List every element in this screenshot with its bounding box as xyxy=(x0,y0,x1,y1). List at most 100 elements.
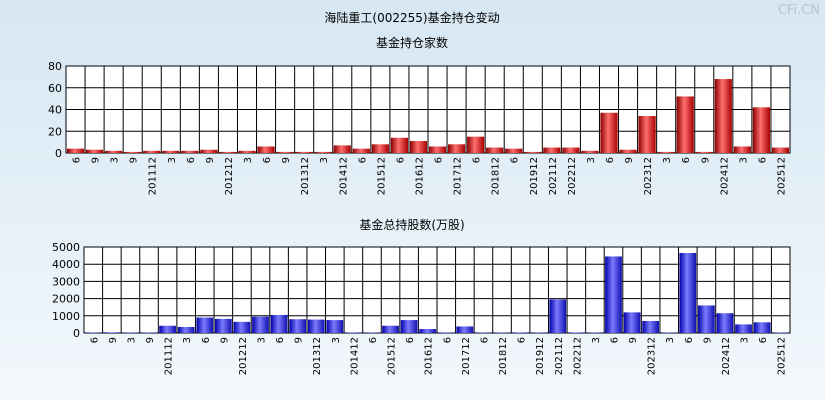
chart1-bar xyxy=(543,147,561,153)
chart2-bar xyxy=(660,332,678,333)
chart2-plot: 0 1000 2000 3000 4000 5000 6 9 3 9 201112 3 6 9 201212… xyxy=(52,241,791,375)
chart2-x-tick-label: 6 xyxy=(442,337,453,343)
chart2-x-tick-label: 6 xyxy=(610,337,621,343)
chart2-x-tick-label: 202212 xyxy=(572,337,583,375)
chart2-bar xyxy=(196,317,214,333)
chart1-x-tick-label: 6 xyxy=(262,157,273,163)
chart1-x-tick-label: 6 xyxy=(472,157,483,163)
chart1-x-tick-label: 6 xyxy=(357,157,368,163)
chart2-x-tick-label: 9 xyxy=(628,337,639,343)
chart2-y-tick-label: 0 xyxy=(73,327,80,340)
page-title: 海陆重工(002255)基金持仓变动 xyxy=(324,10,499,25)
chart1-bar xyxy=(238,150,256,153)
chart1-x-tick-label: 3 xyxy=(738,157,749,163)
chart1-bar xyxy=(333,145,351,153)
chart1-bar xyxy=(486,147,504,153)
chart1-x-tick-label: 202312 xyxy=(643,157,654,195)
chart1-x-tick-label: 201612 xyxy=(414,157,425,195)
chart1-x-tick-label: 3 xyxy=(110,157,121,163)
chart1-bar xyxy=(467,136,485,153)
chart2-x-tick-label: 201712 xyxy=(461,337,472,375)
chart2-bar xyxy=(326,320,344,333)
chart2-bar xyxy=(586,332,604,333)
chart1-bar xyxy=(314,151,332,153)
chart2-x-tick-label: 201312 xyxy=(312,337,323,375)
chart2-x-tick-label: 6 xyxy=(368,337,379,343)
chart1-bar xyxy=(714,79,732,153)
chart2-y-tick-label: 4000 xyxy=(52,258,80,271)
chart2-x-tick-label: 9 xyxy=(702,337,713,343)
chart2-x-tick-label: 9 xyxy=(219,337,230,343)
chart1-x-tick-label: 201712 xyxy=(453,157,464,195)
chart1-y-tick-label: 20 xyxy=(48,125,62,138)
chart2-bar xyxy=(456,326,474,333)
chart1-bar xyxy=(695,151,713,153)
chart1-x-tick-label: 9 xyxy=(91,157,102,163)
chart1-bar xyxy=(124,151,142,153)
chart2-x-tick-label: 9 xyxy=(294,337,305,343)
chart2-x-tick-label: 202512 xyxy=(777,337,788,375)
chart2-bar xyxy=(270,314,288,333)
chart1-y-tick-label: 40 xyxy=(48,104,62,117)
chart1-bar xyxy=(371,144,389,153)
chart2-x-tick-label: 201812 xyxy=(498,337,509,375)
chart1-y-tick-label: 80 xyxy=(48,60,62,73)
chart2-x-tick-label: 201912 xyxy=(535,337,546,375)
chart2-x-tick-label: 202112 xyxy=(554,337,565,375)
chart1-y-tick-label: 60 xyxy=(48,82,62,95)
chart2-bar xyxy=(512,332,529,333)
chart2-bar xyxy=(363,332,381,333)
chart1-x-tick-label: 6 xyxy=(72,157,83,163)
chart2-bar xyxy=(400,320,418,333)
chart1-bar xyxy=(448,144,466,153)
chart1-bar xyxy=(181,150,199,153)
chart1-bar xyxy=(562,147,580,153)
chart1-x-tick-label: 6 xyxy=(186,157,197,163)
chart1-title: 基金持仓家数 xyxy=(376,35,448,50)
chart1-bar xyxy=(352,148,370,153)
chart2-bar xyxy=(159,325,176,333)
chart2-x-tick-label: 3 xyxy=(665,337,676,343)
chart1-bar xyxy=(676,96,694,153)
chart1-bar xyxy=(733,146,751,153)
chart1-bar xyxy=(657,151,675,153)
chart2-x-tick-label: 6 xyxy=(479,337,490,343)
chart1-bar xyxy=(752,107,770,153)
chart2-x-tick-label: 6 xyxy=(89,337,100,343)
chart1-bar xyxy=(162,150,180,153)
chart2-x-tick-label: 201112 xyxy=(164,337,175,375)
chart1-x-tick-label: 201212 xyxy=(224,157,235,195)
chart2-x-tick-label: 3 xyxy=(591,337,602,343)
chart2-x-tick-label: 9 xyxy=(145,337,156,343)
chart1-x-tick-label: 202412 xyxy=(719,157,730,195)
chart1-x-tick-label: 3 xyxy=(586,157,597,163)
chart1-bar xyxy=(600,112,618,153)
chart1-bar xyxy=(86,149,104,153)
chart2-bar xyxy=(735,324,752,333)
chart2-bar xyxy=(419,329,437,333)
chart2-x-tick-label: 202412 xyxy=(721,337,732,375)
chart2-bar xyxy=(103,332,121,333)
chart2-bar xyxy=(252,316,269,333)
chart1-plot: 0 20 40 60 80 6 9 3 9 201112 3 6 9 201212 3 6 9 201312 3 20… xyxy=(48,60,791,195)
chart2-bar xyxy=(233,321,251,333)
chart1-bar xyxy=(257,146,275,153)
chart1-bar xyxy=(771,147,790,153)
chart2-bar xyxy=(214,318,232,333)
chart1-x-tick-label: 201312 xyxy=(300,157,311,195)
chart2-bar xyxy=(753,322,771,333)
chart2-bar xyxy=(307,319,325,333)
chart1-bar xyxy=(524,151,542,153)
chart1-x-tick-label: 202212 xyxy=(567,157,578,195)
chart1-x-tick-label: 3 xyxy=(243,157,254,163)
chart2-y-tick-label: 2000 xyxy=(52,293,80,306)
chart1-bar xyxy=(619,149,637,153)
chart2-x-tick-label: 6 xyxy=(405,337,416,343)
chart1-x-tick-label: 3 xyxy=(167,157,178,163)
chart1-x-tick-label: 202512 xyxy=(776,157,787,195)
chart2-bar xyxy=(549,299,567,333)
chart1-bar xyxy=(276,151,294,153)
chart2-title: 基金总持股数(万股) xyxy=(359,217,464,232)
chart1-x-tick-label: 3 xyxy=(319,157,330,163)
